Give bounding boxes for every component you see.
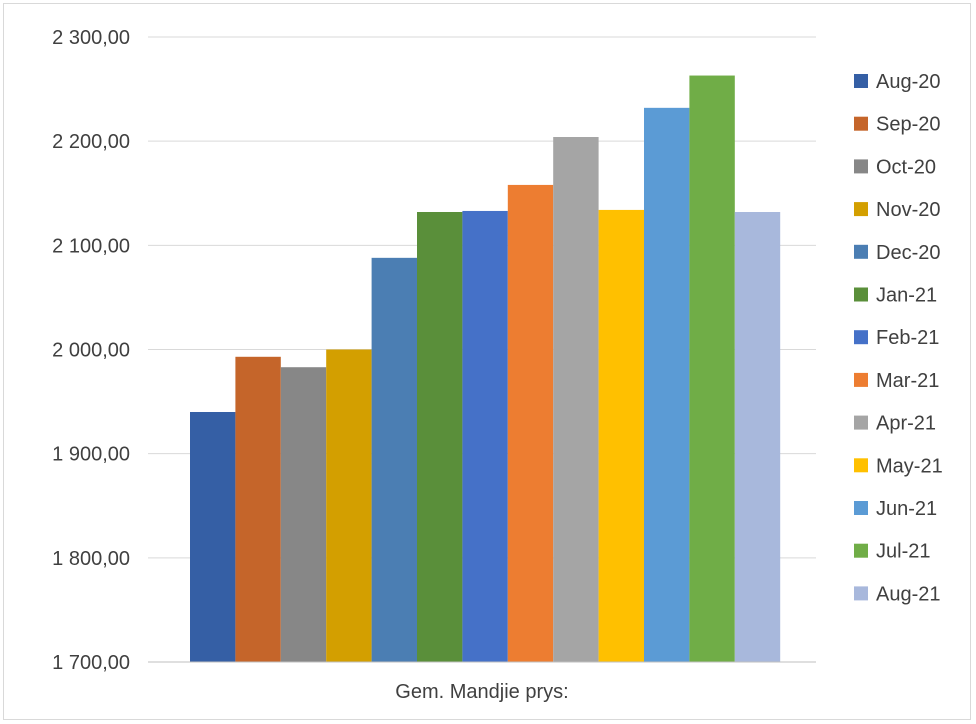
- legend-label: Jul-21: [876, 541, 930, 563]
- legend-label: Jun-21: [876, 498, 937, 520]
- legend-swatch: [854, 543, 868, 558]
- y-tick-label: 2 300,00: [52, 27, 130, 49]
- bar-jan-21: [417, 212, 463, 662]
- y-tick-label: 2 000,00: [52, 340, 130, 362]
- legend-label: May-21: [876, 455, 943, 477]
- legend-item: Sep-20: [854, 114, 941, 136]
- legend-item: Apr-21: [854, 413, 936, 435]
- legend-label: Dec-20: [876, 242, 940, 264]
- bar-jun-21: [644, 107, 690, 663]
- y-tick-label: 2 200,00: [52, 131, 130, 153]
- legend-item: Aug-20: [854, 71, 941, 93]
- legend-label: Feb-21: [876, 327, 939, 349]
- x-axis-category-labels: Gem. Mandjie prys:: [395, 681, 568, 703]
- bar-apr-21: [553, 137, 599, 662]
- bar-aug-21: [734, 212, 781, 662]
- bar-jul-21: [689, 75, 735, 662]
- legend-swatch: [854, 116, 868, 131]
- legend-label: Oct-20: [876, 156, 936, 178]
- legend-label: Apr-21: [876, 413, 936, 435]
- legend-item: Aug-21: [854, 583, 941, 605]
- y-tick-label: 1 900,00: [52, 444, 130, 466]
- bar-nov-20: [326, 349, 372, 662]
- legend-swatch: [854, 330, 868, 345]
- legend-label: Jan-21: [876, 285, 937, 307]
- legend-swatch: [854, 501, 868, 515]
- x-category-label: Gem. Mandjie prys:: [395, 681, 568, 703]
- bar-mar-21: [507, 184, 554, 662]
- legend-item: Feb-21: [854, 327, 939, 349]
- legend-swatch: [854, 458, 868, 473]
- y-tick-label: 1 700,00: [52, 652, 130, 674]
- legend-label: Nov-20: [876, 199, 940, 221]
- bar-may-21: [598, 209, 644, 662]
- bar-sep-20: [235, 356, 281, 662]
- legend-swatch: [854, 415, 868, 430]
- legend-label: Aug-21: [876, 583, 941, 605]
- legend-label: Mar-21: [876, 370, 939, 392]
- legend-item: Jan-21: [854, 285, 937, 307]
- legend-swatch: [854, 372, 868, 387]
- legend-swatch: [854, 586, 868, 601]
- legend: Aug-20 Sep-20 Oct-20 Nov-20 Dec-20 Jan-21 Feb-…: [854, 71, 943, 605]
- y-tick-label: 1 800,00: [52, 548, 130, 570]
- y-axis-tick-labels: 1 700,00 1 800,00 1 900,00 2 000,00 2 100,00…: [52, 27, 130, 674]
- legend-item: May-21: [854, 455, 943, 477]
- legend-swatch: [854, 287, 868, 302]
- bar-series: [190, 75, 781, 663]
- legend-item: Mar-21: [854, 370, 939, 392]
- legend-swatch: [854, 74, 868, 88]
- legend-label: Aug-20: [876, 71, 941, 93]
- legend-swatch: [854, 244, 868, 259]
- legend-item: Dec-20: [854, 242, 940, 264]
- bar-dec-20: [371, 257, 417, 662]
- bar-feb-21: [462, 210, 508, 663]
- legend-item: Jun-21: [854, 498, 937, 520]
- y-tick-label: 2 100,00: [52, 235, 130, 257]
- legend-item: Jul-21: [854, 541, 930, 563]
- legend-label: Sep-20: [876, 114, 941, 136]
- legend-item: Nov-20: [854, 199, 940, 221]
- legend-swatch: [854, 159, 868, 174]
- legend-swatch: [854, 202, 868, 217]
- bar-oct-20: [280, 367, 327, 662]
- bar-aug-20: [190, 412, 236, 662]
- legend-item: Oct-20: [854, 156, 936, 178]
